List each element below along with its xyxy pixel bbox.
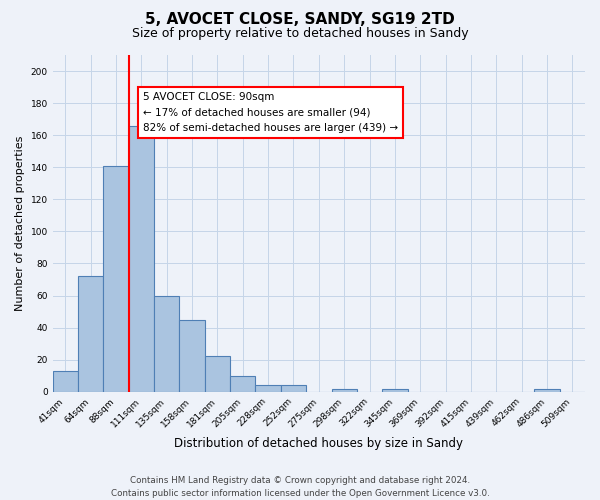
- Bar: [281, 386, 306, 392]
- Text: 5, AVOCET CLOSE, SANDY, SG19 2TD: 5, AVOCET CLOSE, SANDY, SG19 2TD: [145, 12, 455, 28]
- Bar: [332, 388, 357, 392]
- Text: Contains HM Land Registry data © Crown copyright and database right 2024.
Contai: Contains HM Land Registry data © Crown c…: [110, 476, 490, 498]
- Bar: [154, 296, 179, 392]
- Bar: [205, 356, 230, 392]
- Bar: [382, 388, 407, 392]
- Y-axis label: Number of detached properties: Number of detached properties: [15, 136, 25, 311]
- Bar: [256, 386, 281, 392]
- Bar: [179, 320, 205, 392]
- Bar: [53, 371, 78, 392]
- Bar: [535, 388, 560, 392]
- Bar: [230, 376, 256, 392]
- Bar: [129, 126, 154, 392]
- X-axis label: Distribution of detached houses by size in Sandy: Distribution of detached houses by size …: [175, 437, 463, 450]
- Text: Size of property relative to detached houses in Sandy: Size of property relative to detached ho…: [131, 28, 469, 40]
- Text: 5 AVOCET CLOSE: 90sqm
← 17% of detached houses are smaller (94)
82% of semi-deta: 5 AVOCET CLOSE: 90sqm ← 17% of detached …: [143, 92, 398, 133]
- Bar: [78, 276, 103, 392]
- Bar: [103, 166, 129, 392]
